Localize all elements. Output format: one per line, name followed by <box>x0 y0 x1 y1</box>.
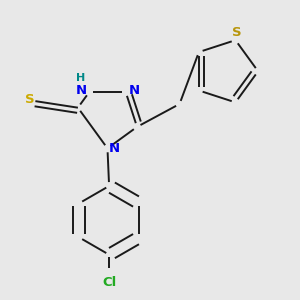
Text: S: S <box>232 26 242 40</box>
Text: Cl: Cl <box>102 276 116 289</box>
Text: S: S <box>25 93 34 106</box>
Text: N: N <box>128 84 140 97</box>
Text: N: N <box>76 84 87 97</box>
Text: N: N <box>109 142 120 155</box>
Text: H: H <box>76 73 85 83</box>
